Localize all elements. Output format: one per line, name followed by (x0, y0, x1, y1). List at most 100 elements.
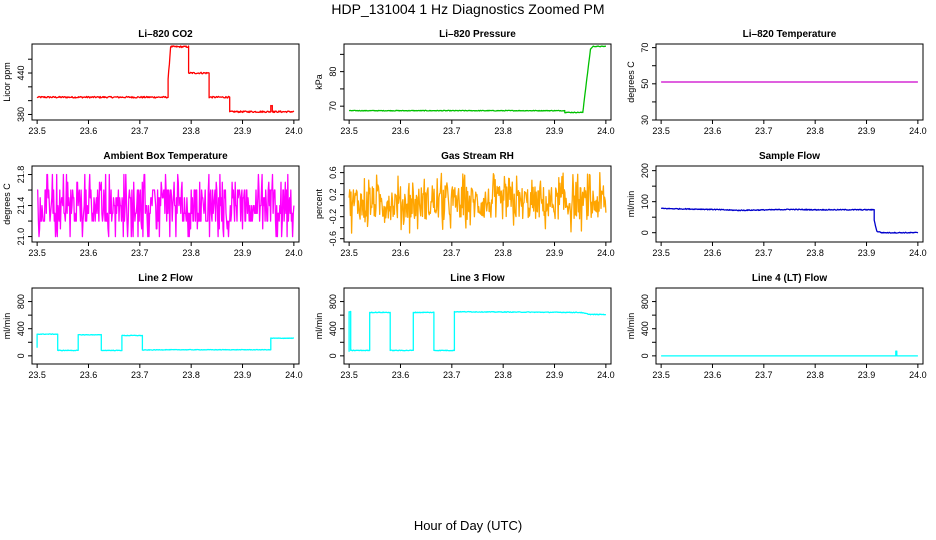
x-tick-label: 24.0 (285, 370, 303, 380)
x-tick-label: 23.9 (546, 126, 564, 136)
plot-frame (31, 287, 300, 365)
y-tick-label: 21.8 (16, 166, 26, 184)
x-tick-label: 24.0 (285, 126, 303, 136)
y-axis-label: Licor ppm (2, 62, 12, 102)
y-tick-label: 70 (640, 43, 650, 53)
panel-title: Gas Stream RH (441, 151, 514, 162)
y-tick-label: 0 (328, 353, 338, 358)
x-tick-label: 23.5 (28, 248, 46, 258)
series-line (348, 171, 607, 234)
x-tick-label: 23.8 (494, 370, 512, 380)
x-tick-label: 24.0 (597, 126, 615, 136)
y-axis-label: degrees C (2, 183, 12, 225)
x-tick-label: 23.6 (392, 370, 410, 380)
panel-title: Line 4 (LT) Flow (752, 273, 828, 284)
panel-title: Line 2 Flow (138, 273, 193, 284)
y-tick-label: 0.2 (328, 188, 338, 201)
x-tick-label: 23.8 (806, 248, 824, 258)
panel-1: Li–820 CO2 Licor ppm 23.5 23.6 23.7 23.8 23.9 2… (2, 29, 303, 136)
y-axis-label: percent (314, 188, 324, 219)
y-tick-label: 0 (16, 353, 26, 358)
y-axis-label: ml/min (2, 313, 12, 340)
y-tick-label: 30 (640, 115, 650, 125)
panel-8: Line 3 Flow ml/min 23.5 23.6 23.7 23.8 23.9 24.… (314, 273, 615, 380)
panel-title: Li–820 Pressure (439, 29, 516, 40)
x-tick-label: 23.8 (182, 370, 200, 380)
plot-frame (655, 43, 924, 121)
y-tick-label: -0.2 (328, 209, 338, 225)
plot-frame (31, 43, 300, 121)
y-tick-label: 400 (328, 321, 338, 336)
y-axis-label: ml/min (626, 191, 636, 218)
panel-title: Sample Flow (759, 151, 820, 162)
x-tick-label: 23.9 (546, 370, 564, 380)
x-axis-label: Hour of Day (UTC) (413, 518, 523, 533)
x-tick-label: 23.6 (80, 248, 98, 258)
x-tick-label: 23.5 (340, 126, 358, 136)
x-tick-label: 23.9 (858, 126, 876, 136)
y-tick-label: -0.6 (328, 231, 338, 247)
panel-3: Li–820 Temperature degrees C 23.5 23.6 23.7 2… (626, 29, 927, 136)
x-tick-label: 23.7 (755, 248, 773, 258)
series-line (348, 45, 607, 114)
x-tick-label: 23.6 (80, 370, 98, 380)
panel-title: Li–820 CO2 (138, 29, 193, 40)
x-tick-label: 24.0 (597, 248, 615, 258)
x-tick-label: 23.9 (234, 248, 252, 258)
y-tick-label: 21.4 (16, 197, 26, 215)
y-tick-label: 800 (16, 294, 26, 309)
y-tick-label: 21.0 (16, 228, 26, 246)
x-tick-label: 23.5 (652, 126, 670, 136)
series-line (37, 173, 295, 238)
x-tick-label: 23.9 (858, 248, 876, 258)
x-tick-label: 23.8 (806, 126, 824, 136)
panel-6: Sample Flow ml/min 23.5 23.6 23.7 23.8 23.9 24.… (626, 151, 927, 258)
y-tick-label: 400 (16, 321, 26, 336)
x-tick-label: 23.6 (392, 126, 410, 136)
y-tick-label: 800 (640, 294, 650, 309)
x-tick-label: 24.0 (597, 370, 615, 380)
figure-title: HDP_131004 1 Hz Diagnostics Zoomed PM (331, 1, 605, 17)
x-tick-label: 24.0 (285, 248, 303, 258)
x-tick-label: 23.7 (131, 370, 149, 380)
x-tick-label: 24.0 (909, 370, 927, 380)
x-tick-label: 24.0 (909, 126, 927, 136)
y-tick-label: 100 (640, 194, 650, 209)
x-tick-label: 23.6 (80, 126, 98, 136)
panel-title: Line 3 Flow (450, 273, 505, 284)
y-tick-label: 0 (640, 230, 650, 235)
x-tick-label: 23.7 (443, 248, 461, 258)
series-line (661, 350, 918, 357)
x-tick-label: 23.5 (340, 370, 358, 380)
y-tick-label: 440 (16, 66, 26, 81)
y-axis-label: kPa (314, 74, 324, 90)
y-tick-label: 380 (16, 107, 26, 122)
x-tick-label: 23.7 (443, 370, 461, 380)
x-tick-label: 23.5 (652, 248, 670, 258)
x-tick-label: 23.7 (443, 126, 461, 136)
plot-frame (343, 165, 612, 243)
y-axis-label: ml/min (314, 313, 324, 340)
plot-frame (343, 43, 612, 121)
x-tick-label: 23.7 (755, 126, 773, 136)
x-tick-label: 23.8 (494, 248, 512, 258)
x-tick-label: 23.5 (28, 126, 46, 136)
y-tick-label: 200 (640, 163, 650, 178)
x-tick-label: 24.0 (909, 248, 927, 258)
series-line (36, 333, 295, 352)
x-tick-label: 23.7 (131, 126, 149, 136)
y-tick-label: 800 (328, 294, 338, 309)
panel-9: Line 4 (LT) Flow ml/min 23.5 23.6 23.7 23.8 23… (626, 273, 927, 380)
y-tick-label: 0 (640, 353, 650, 358)
x-tick-label: 23.9 (234, 370, 252, 380)
y-axis-label: ml/min (626, 313, 636, 340)
x-tick-label: 23.8 (182, 248, 200, 258)
panel-5: Gas Stream RH percent 23.5 23.6 23.7 23.8 23.9… (314, 151, 615, 258)
panel-title: Li–820 Temperature (743, 29, 837, 40)
y-axis-label: degrees C (626, 61, 636, 103)
x-tick-label: 23.8 (806, 370, 824, 380)
panel-7: Line 2 Flow ml/min 23.5 23.6 23.7 23.8 23.9 24.… (2, 273, 303, 380)
x-tick-label: 23.7 (755, 370, 773, 380)
